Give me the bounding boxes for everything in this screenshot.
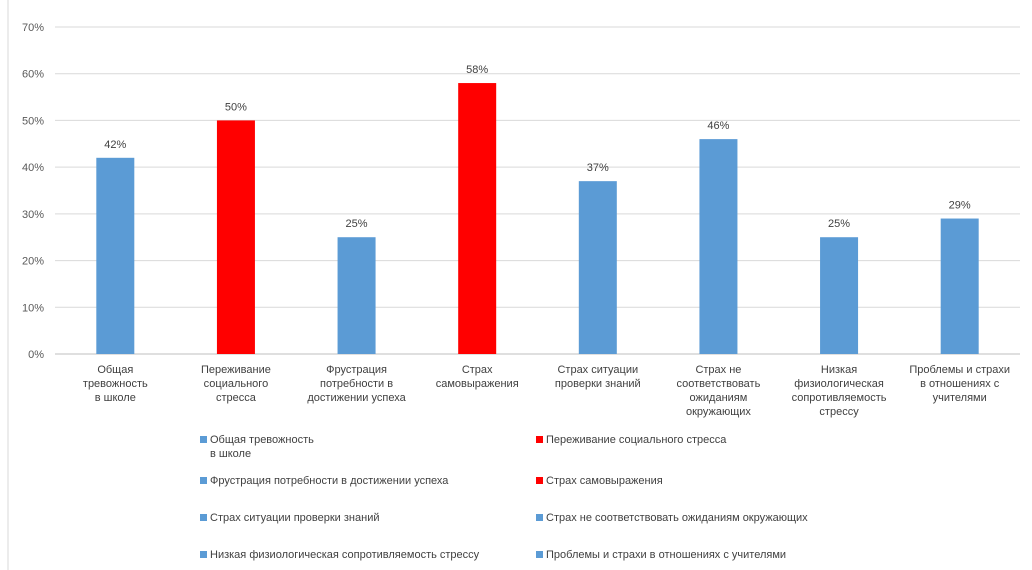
data-label: 25% — [346, 218, 368, 230]
legend-item: Переживание социального стресса — [536, 433, 726, 447]
legend-label: Переживание социального стресса — [546, 434, 727, 446]
legend-swatch — [536, 477, 543, 484]
category-label-line: стрессу — [819, 406, 859, 418]
legend-label: Фрустрация потребности в достижении успе… — [210, 475, 449, 487]
category-label-line: соответствовать — [677, 378, 761, 390]
legend-item: Проблемы и страхи в отношениях с учителя… — [536, 548, 786, 562]
data-label: 25% — [828, 218, 850, 230]
legend-item: Страх самовыражения — [536, 474, 663, 488]
category-label-line: окружающих — [686, 406, 751, 418]
data-label: 50% — [225, 101, 247, 113]
category-label-line: физиологическая — [794, 378, 884, 390]
legend-swatch — [200, 514, 207, 521]
category-label-line: потребности в — [320, 378, 393, 390]
gridlines — [55, 26, 1020, 355]
bar — [578, 181, 617, 354]
x-axis: Общая тревожность в школе Переживание социал… — [83, 364, 1010, 418]
legend-swatch — [536, 436, 543, 443]
category-label-line: Фрустрация — [326, 364, 387, 376]
category-label-line: тревожность — [83, 378, 148, 390]
category-label-line: Общая — [97, 364, 133, 376]
category-label: Фрустрация потребности в достижении успеха — [307, 364, 406, 404]
category-label-line: Проблемы и страхи — [909, 364, 1010, 376]
legend-swatch — [200, 436, 207, 443]
bar — [699, 139, 738, 354]
y-tick-label: 10% — [22, 302, 44, 314]
category-label: Переживание социального стресса — [201, 364, 271, 404]
legend-item: Страх ситуации проверки знаний — [200, 511, 379, 525]
y-axis: 0% 10% 20% 30% 40% 50% 60% 70% — [22, 22, 44, 361]
bar — [96, 157, 135, 354]
data-label: 42% — [104, 139, 126, 151]
legend-label: Страх самовыражения — [546, 475, 663, 487]
category-label: Страх ситуации проверки знаний — [555, 364, 641, 390]
data-label: 46% — [707, 120, 729, 132]
category-label-line: Страх — [462, 364, 493, 376]
bar — [458, 83, 497, 355]
data-labels: 42% 50% 25% 58% 37% 46% 25% 29% — [104, 64, 971, 230]
bar — [337, 237, 376, 354]
y-tick-label: 60% — [22, 69, 44, 81]
category-label-line: Низкая — [821, 364, 857, 376]
category-label-line: проверки знаний — [555, 378, 641, 390]
legend-label: Проблемы и страхи в отношениях с учителя… — [546, 549, 787, 561]
bar — [940, 218, 979, 354]
category-label: Общая тревожность в школе — [83, 364, 148, 404]
legend-label: Низкая физиологическая сопротивляемость … — [210, 549, 480, 561]
legend-item: Низкая физиологическая сопротивляемость … — [200, 548, 479, 562]
category-label: Страх не соответствовать ожиданиям окружающ… — [677, 364, 761, 418]
category-label-line: в отношениях с — [920, 378, 1000, 390]
legend-item: Страх не соответствовать ожиданиям окруж… — [536, 511, 808, 525]
category-label-line: социального — [204, 378, 269, 390]
y-tick-label: 0% — [28, 349, 44, 361]
data-label: 37% — [587, 162, 609, 174]
category-label-line: Страх ситуации — [557, 364, 638, 376]
category-label-line: самовыражения — [436, 378, 519, 390]
bar — [216, 120, 255, 354]
legend-label: Общая тревожность — [210, 434, 314, 446]
legend-item: Общая тревожность в школе — [200, 433, 314, 461]
legend-label: Страх не соответствовать ожиданиям окруж… — [546, 512, 808, 524]
data-label: 58% — [466, 64, 488, 76]
bars — [96, 83, 979, 355]
y-tick-label: 30% — [22, 209, 44, 221]
legend-label: Страх ситуации проверки знаний — [210, 512, 380, 524]
category-label-line: достижении успеха — [307, 392, 406, 404]
category-label-line: сопротивляемость — [792, 392, 887, 404]
y-tick-label: 40% — [22, 162, 44, 174]
legend-swatch — [200, 477, 207, 484]
y-tick-label: 50% — [22, 115, 44, 127]
category-label: Страх самовыражения — [436, 364, 519, 390]
bar — [820, 237, 859, 354]
category-label-line: Страх не — [695, 364, 741, 376]
category-label: Низкая физиологическая сопротивляемость стр… — [792, 364, 887, 418]
legend-swatch — [200, 551, 207, 558]
category-label-line: стресса — [216, 392, 257, 404]
legend-swatch — [536, 514, 543, 521]
category-label-line: ожиданиям — [690, 392, 748, 404]
y-tick-label: 20% — [22, 256, 44, 268]
category-label-line: Переживание — [201, 364, 271, 376]
category-label-line: в школе — [95, 392, 136, 404]
category-label: Проблемы и страхи в отношениях с учителями — [909, 364, 1010, 404]
y-tick-label: 70% — [22, 22, 44, 34]
data-label: 29% — [949, 200, 971, 212]
legend-label: в школе — [210, 448, 252, 460]
legend-item: Фрустрация потребности в достижении успе… — [200, 474, 448, 488]
category-label-line: учителями — [933, 392, 987, 404]
legend-swatch — [536, 551, 543, 558]
